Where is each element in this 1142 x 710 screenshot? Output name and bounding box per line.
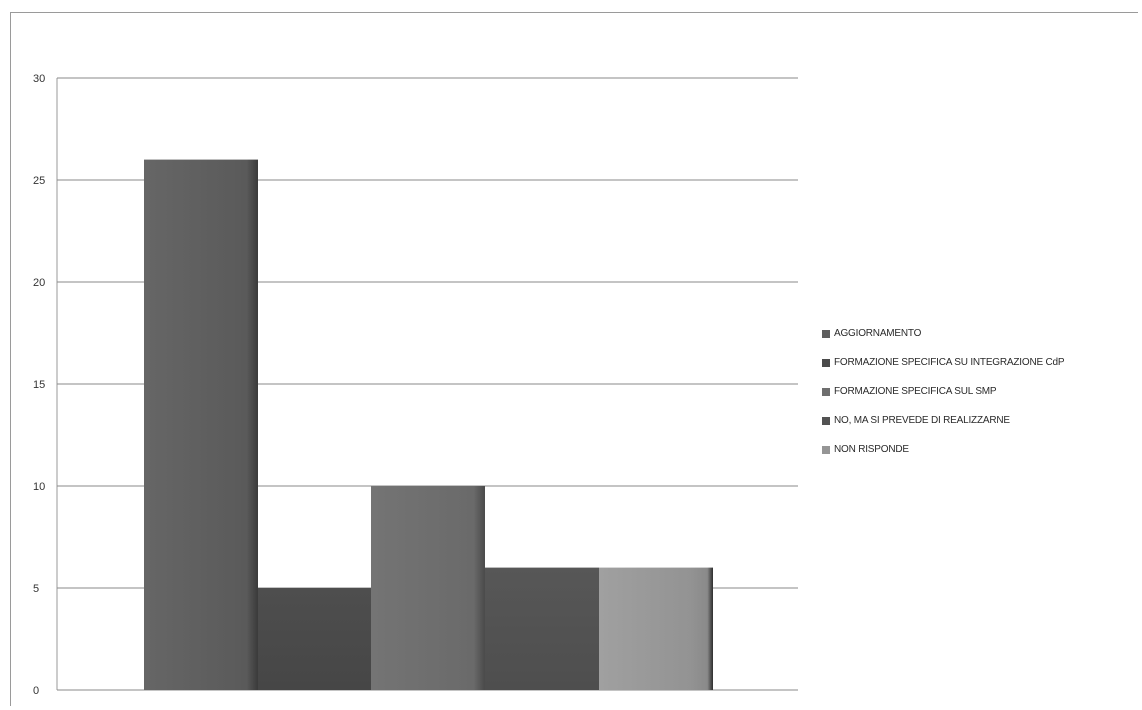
legend-label: FORMAZIONE SPECIFICA SU INTEGRAZIONE CdP bbox=[834, 357, 1065, 368]
bar-4 bbox=[485, 567, 599, 690]
bar-5 bbox=[599, 567, 713, 690]
bar-3 bbox=[371, 486, 485, 690]
bars bbox=[144, 159, 713, 691]
legend-swatch bbox=[822, 358, 830, 367]
bar-2 bbox=[258, 588, 372, 690]
legend-swatch bbox=[822, 387, 830, 396]
legend-item: NON RISPONDE bbox=[822, 441, 1142, 458]
y-axis-ticks: 0 5 10 15 20 25 30 bbox=[33, 73, 45, 697]
y-tick-label: 30 bbox=[33, 73, 45, 85]
legend-item: NO, MA SI PREVEDE DI REALIZZARNE bbox=[822, 412, 1142, 429]
legend-swatch bbox=[822, 329, 830, 338]
chart-frame bbox=[10, 12, 1138, 706]
legend-label: AGGIORNAMENTO bbox=[834, 328, 922, 339]
y-tick-label: 20 bbox=[33, 277, 45, 289]
legend: AGGIORNAMENTO FORMAZIONE SPECIFICA SU INT… bbox=[822, 325, 1142, 470]
legend-label: NO, MA SI PREVEDE DI REALIZZARNE bbox=[834, 415, 1010, 426]
legend-item: AGGIORNAMENTO bbox=[822, 325, 1142, 342]
y-tick-label: 15 bbox=[33, 379, 45, 391]
y-tick-label: 0 bbox=[33, 685, 39, 697]
y-tick-label: 25 bbox=[33, 175, 45, 187]
y-tick-label: 5 bbox=[33, 583, 39, 595]
legend-swatch bbox=[822, 445, 830, 454]
legend-swatch bbox=[822, 416, 830, 425]
legend-label: NON RISPONDE bbox=[834, 444, 909, 455]
legend-label: FORMAZIONE SPECIFICA SUL SMP bbox=[834, 386, 997, 397]
legend-item: FORMAZIONE SPECIFICA SUL SMP bbox=[822, 383, 1142, 400]
legend-item: FORMAZIONE SPECIFICA SU INTEGRAZIONE CdP bbox=[822, 354, 1142, 371]
y-tick-label: 10 bbox=[33, 481, 45, 493]
bar-1 bbox=[144, 159, 258, 691]
